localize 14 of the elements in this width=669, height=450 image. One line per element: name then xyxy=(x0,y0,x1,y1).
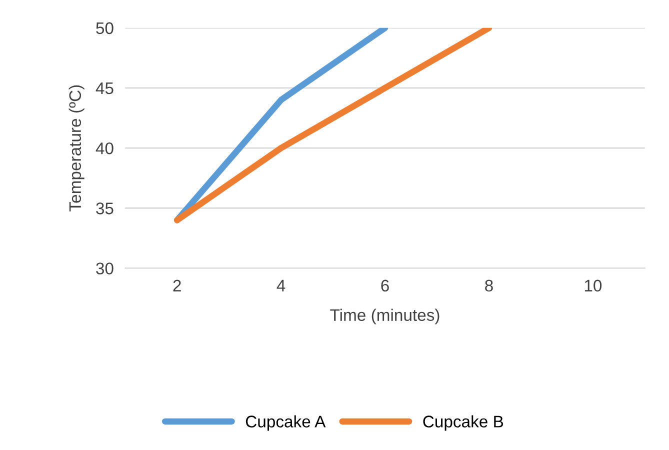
x-tick-label: 2 xyxy=(173,280,181,292)
legend-label: Cupcake B xyxy=(423,415,504,431)
x-tick-label: 8 xyxy=(485,280,493,292)
y-tick-label: 35 xyxy=(96,202,114,214)
x-axis-title: Time (minutes) xyxy=(330,308,440,324)
y-tick-label: 30 xyxy=(96,262,114,274)
y-axis-title: Temperature (ºC) xyxy=(68,85,84,212)
y-tick-label: 50 xyxy=(96,22,114,34)
legend-label: Cupcake A xyxy=(246,415,326,431)
x-tick-label: 6 xyxy=(381,280,389,292)
y-tick-label: 45 xyxy=(96,82,114,94)
x-tick-label: 10 xyxy=(584,280,602,292)
x-tick-label: 4 xyxy=(276,280,286,292)
y-tick-label: 40 xyxy=(96,142,114,154)
